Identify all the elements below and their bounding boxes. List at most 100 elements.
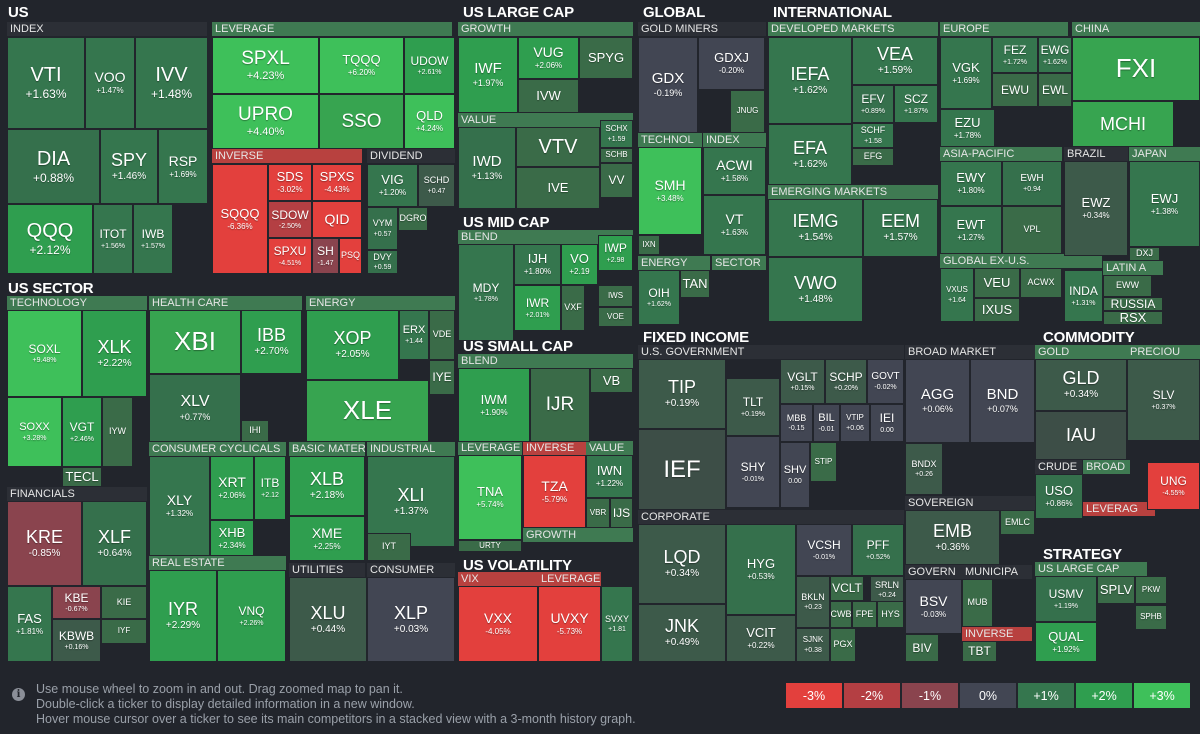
ticker-tile-ijh[interactable]: IJH +1.80% [514, 244, 561, 285]
ticker-tile-urty[interactable]: URTY [458, 540, 522, 552]
ticker-tile-acwi[interactable]: ACWI +1.58% [703, 147, 766, 195]
ticker-tile-xme[interactable]: XME +2.25% [289, 516, 365, 561]
ticker-tile-iwb[interactable]: IWB +1.57% [133, 204, 173, 274]
ticker-tile-ivw[interactable]: IVW [518, 79, 579, 113]
ticker-tile-pkw[interactable]: PKW [1135, 576, 1167, 604]
ticker-tile-ewu[interactable]: EWU [992, 73, 1038, 107]
ticker-tile-acwx[interactable]: ACWX [1020, 268, 1062, 298]
ticker-tile-vgk[interactable]: VGK +1.69% [940, 37, 992, 109]
ticker-tile-iefa[interactable]: IEFA +1.62% [768, 37, 852, 124]
ticker-tile-slv[interactable]: SLV +0.37% [1127, 359, 1200, 441]
ticker-tile-vxx[interactable]: VXX -4.05% [458, 586, 538, 662]
ticker-tile-mdy[interactable]: MDY +1.78% [458, 244, 514, 341]
ticker-tile-xlf[interactable]: XLF +0.64% [82, 501, 147, 586]
ticker-tile-qual[interactable]: QUAL +1.92% [1035, 622, 1097, 662]
ticker-tile-ewz[interactable]: EWZ +0.34% [1064, 161, 1128, 256]
ticker-tile-eww[interactable]: EWW [1103, 275, 1152, 297]
ticker-tile-sh[interactable]: SH -1.47 [312, 238, 339, 274]
ticker-tile-vv[interactable]: VV [600, 163, 633, 198]
ticker-tile-mub[interactable]: MUB [962, 579, 993, 627]
ticker-tile-ijr[interactable]: IJR [530, 368, 590, 442]
ticker-tile-agg[interactable]: AGG +0.06% [905, 359, 970, 443]
ticker-tile-xop[interactable]: XOP +2.05% [306, 310, 399, 380]
ticker-tile-cwb[interactable]: CWB [830, 601, 852, 628]
ticker-tile-upro[interactable]: UPRO +4.40% [212, 94, 319, 149]
ticker-tile-ive[interactable]: IVE [516, 167, 600, 209]
ticker-tile-ewh[interactable]: EWH +0.94 [1002, 161, 1062, 206]
ticker-tile-rsx[interactable]: RSX [1103, 311, 1163, 325]
ticker-tile-iwn[interactable]: IWN +1.22% [586, 455, 633, 498]
ticker-tile-lqd[interactable]: LQD +0.34% [638, 524, 726, 604]
ticker-tile-itot[interactable]: ITOT +1.56% [93, 204, 133, 274]
ticker-tile-soxl[interactable]: SOXL +9.48% [7, 310, 82, 397]
ticker-tile-vclt[interactable]: VCLT [830, 576, 864, 601]
ticker-tile-ewg[interactable]: EWG +1.62% [1038, 37, 1072, 73]
ticker-tile-vcsh[interactable]: VCSH -0.01% [796, 524, 852, 576]
ticker-tile-iwm[interactable]: IWM +1.90% [458, 368, 530, 442]
ticker-tile-iwd[interactable]: IWD +1.13% [458, 127, 516, 209]
ticker-tile-kre[interactable]: KRE -0.85% [7, 501, 82, 586]
ticker-tile-vgt[interactable]: VGT +2.46% [62, 397, 102, 467]
ticker-tile-tlt[interactable]: TLT +0.19% [726, 378, 780, 436]
ticker-tile-iei[interactable]: IEI 0.00 [870, 404, 904, 442]
ticker-tile-vnq[interactable]: VNQ +2.26% [217, 570, 286, 662]
ticker-tile-iyt[interactable]: IYT [367, 533, 411, 561]
ticker-tile-efv[interactable]: EFV +0.89% [852, 85, 894, 123]
ticker-tile-spxs[interactable]: SPXS -4.43% [312, 164, 362, 201]
ticker-tile-kie[interactable]: KIE [101, 586, 147, 619]
ticker-tile-ewt[interactable]: EWT +1.27% [940, 206, 1002, 254]
ticker-tile-bil[interactable]: BIL -0.01 [813, 404, 840, 442]
ticker-tile-qid[interactable]: QID [312, 201, 362, 238]
ticker-tile-pgx[interactable]: PGX [830, 628, 856, 662]
ticker-tile-ewy[interactable]: EWY +1.80% [940, 161, 1002, 206]
ticker-tile-spxl[interactable]: SPXL +4.23% [212, 37, 319, 94]
ticker-tile-russia[interactable]: RUSSIA [1103, 297, 1163, 311]
ticker-tile-bndx[interactable]: BNDX +0.26 [905, 443, 943, 495]
ticker-tile-xlv[interactable]: XLV +0.77% [149, 374, 241, 442]
ticker-tile-efg[interactable]: EFG [852, 148, 894, 166]
ticker-tile-psq[interactable]: PSQ [339, 238, 362, 274]
ticker-tile-tecl[interactable]: TECL [62, 467, 102, 487]
ticker-tile-xlu[interactable]: XLU +0.44% [289, 577, 367, 662]
ticker-tile-scz[interactable]: SCZ +1.87% [894, 85, 938, 123]
ticker-tile-bsv[interactable]: BSV -0.03% [905, 579, 962, 634]
ticker-tile-tqqq[interactable]: TQQQ +6.20% [319, 37, 404, 94]
ticker-tile-mbb[interactable]: MBB -0.15 [780, 404, 813, 442]
ticker-tile-udow[interactable]: UDOW +2.61% [404, 37, 455, 94]
ticker-tile-voe[interactable]: VOE [598, 307, 633, 327]
ticker-tile-iye[interactable]: IYE [429, 360, 455, 395]
ticker-tile-vti[interactable]: VTI +1.63% [7, 37, 85, 129]
ticker-tile-veu[interactable]: VEU [974, 268, 1020, 298]
ticker-tile-kbe[interactable]: KBE -0.67% [52, 586, 101, 619]
ticker-tile-iwr[interactable]: IWR +2.01% [514, 285, 561, 331]
ticker-tile-vpl[interactable]: VPL [1002, 206, 1062, 254]
ticker-tile-schp[interactable]: SCHP +0.20% [825, 359, 867, 404]
ticker-tile-sso[interactable]: SSO [319, 94, 404, 149]
ticker-tile-xlk[interactable]: XLK +2.22% [82, 310, 147, 397]
ticker-tile-soxx[interactable]: SOXX +3.28% [7, 397, 62, 467]
ticker-tile-schd[interactable]: SCHD +0.47 [418, 164, 455, 207]
ticker-tile-xlp[interactable]: XLP +0.03% [367, 577, 455, 662]
ticker-tile-iwf[interactable]: IWF +1.97% [458, 37, 518, 113]
ticker-tile-sds[interactable]: SDS -3.02% [268, 164, 312, 201]
ticker-tile-spyg[interactable]: SPYG [579, 37, 633, 79]
ticker-tile-jnug[interactable]: JNUG [730, 90, 765, 133]
ticker-tile-stip[interactable]: STIP [810, 442, 837, 482]
ticker-tile-sjnk[interactable]: SJNK +0.38 [796, 628, 830, 662]
ticker-tile-gld[interactable]: GLD +0.34% [1035, 359, 1127, 411]
ticker-tile-xhb[interactable]: XHB +2.34% [210, 520, 254, 556]
etf-heatmap[interactable]: US US LARGE CAP GLOBAL INTERNATIONAL US SECT… [0, 0, 1200, 665]
ticker-tile-shy[interactable]: SHY -0.01% [726, 436, 780, 508]
ticker-tile-ivv[interactable]: IVV +1.48% [135, 37, 208, 129]
ticker-tile-qqq[interactable]: QQQ +2.12% [7, 204, 93, 274]
ticker-tile-sdow[interactable]: SDOW -2.50% [268, 201, 312, 238]
ticker-tile-emb[interactable]: EMB +0.36% [905, 510, 1000, 565]
ticker-tile-vxus[interactable]: VXUS +1.64 [940, 268, 974, 322]
ticker-tile-biv[interactable]: BIV [905, 634, 939, 662]
ticker-tile-schx[interactable]: SCHX +1.59 [600, 120, 633, 148]
ticker-tile-schb[interactable]: SCHB [600, 148, 633, 163]
ticker-tile-ibb[interactable]: IBB +2.70% [241, 310, 302, 374]
ticker-tile-xrt[interactable]: XRT +2.06% [210, 456, 254, 520]
ticker-tile-dvy[interactable]: DVY +0.59 [367, 250, 398, 274]
ticker-tile-itb[interactable]: ITB +2.12 [254, 456, 286, 520]
